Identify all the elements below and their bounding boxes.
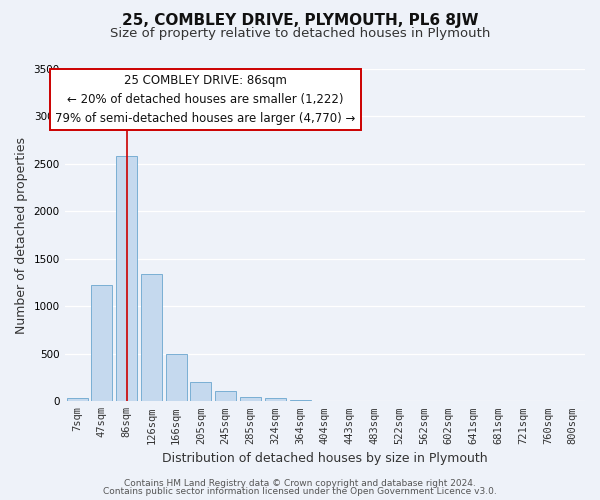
Bar: [166, 354, 187, 402]
Bar: [67, 398, 88, 402]
Text: Contains public sector information licensed under the Open Government Licence v3: Contains public sector information licen…: [103, 487, 497, 496]
Bar: [215, 391, 236, 402]
Text: 25 COMBLEY DRIVE: 86sqm
← 20% of detached houses are smaller (1,222)
79% of semi: 25 COMBLEY DRIVE: 86sqm ← 20% of detache…: [55, 74, 355, 125]
Text: Size of property relative to detached houses in Plymouth: Size of property relative to detached ho…: [110, 28, 490, 40]
Bar: [91, 284, 112, 402]
Text: 25, COMBLEY DRIVE, PLYMOUTH, PL6 8JW: 25, COMBLEY DRIVE, PLYMOUTH, PL6 8JW: [122, 12, 478, 28]
Bar: [190, 382, 211, 402]
Y-axis label: Number of detached properties: Number of detached properties: [15, 136, 28, 334]
Bar: [116, 156, 137, 402]
Text: Contains HM Land Registry data © Crown copyright and database right 2024.: Contains HM Land Registry data © Crown c…: [124, 478, 476, 488]
Bar: [141, 274, 162, 402]
Bar: [240, 396, 261, 402]
Bar: [290, 400, 311, 402]
Bar: [265, 398, 286, 402]
X-axis label: Distribution of detached houses by size in Plymouth: Distribution of detached houses by size …: [162, 452, 488, 465]
